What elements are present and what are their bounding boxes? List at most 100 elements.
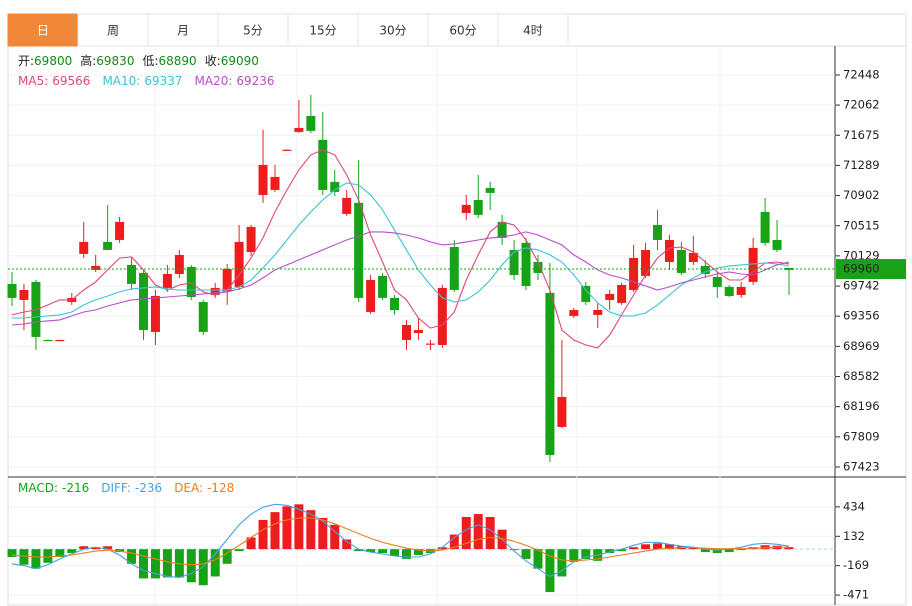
tab[interactable]: 5分 bbox=[217, 13, 289, 47]
candle-body bbox=[509, 249, 519, 275]
tab[interactable]: 60分 bbox=[427, 13, 499, 47]
macd-bar bbox=[605, 549, 615, 554]
candle-body bbox=[605, 293, 615, 300]
ma-legend-name: MA10: bbox=[102, 74, 140, 88]
candle-body bbox=[150, 295, 160, 332]
candle-body bbox=[162, 273, 172, 288]
tab-bg[interactable] bbox=[7, 13, 79, 47]
last-price-label: 69960 bbox=[843, 262, 880, 276]
y-tick-label: 132 bbox=[843, 529, 865, 543]
macd-bar bbox=[712, 549, 722, 554]
candle-body bbox=[366, 279, 376, 312]
macd-bar bbox=[641, 544, 651, 550]
ma-legend-value: 69566 bbox=[52, 74, 90, 88]
candle-body bbox=[641, 249, 651, 276]
macd-bar bbox=[67, 549, 77, 554]
candle-body bbox=[306, 115, 316, 131]
candle-body bbox=[222, 268, 232, 291]
y-tick-label: -169 bbox=[843, 558, 869, 572]
macd-legend: MACD: -216 DIFF: -236 DEA: -128 bbox=[18, 481, 234, 495]
tab-label[interactable]: 5分 bbox=[243, 24, 263, 38]
candle-body bbox=[7, 283, 17, 298]
macd-bar bbox=[461, 516, 471, 550]
candle-body bbox=[593, 310, 603, 315]
tab-bg[interactable] bbox=[357, 13, 429, 47]
macd-bar bbox=[449, 534, 459, 550]
macd-bar bbox=[79, 546, 89, 550]
tab[interactable]: 月 bbox=[147, 13, 219, 47]
macd-bar bbox=[294, 504, 304, 550]
tab-label[interactable]: 日 bbox=[37, 24, 49, 38]
y-tick-label: 69742 bbox=[843, 279, 880, 293]
tab[interactable]: 周 bbox=[77, 13, 149, 47]
macd-bar bbox=[700, 549, 710, 553]
candle-body bbox=[712, 276, 722, 287]
y-tick-label: -471 bbox=[843, 588, 869, 602]
candle-body bbox=[79, 241, 89, 254]
candle-body bbox=[688, 252, 698, 262]
candle-body bbox=[246, 226, 256, 252]
macd-bar bbox=[378, 549, 388, 554]
ohlc-value: 68890 bbox=[159, 54, 197, 68]
candle-body bbox=[664, 239, 674, 262]
macd-bar bbox=[246, 537, 256, 550]
diff-line bbox=[11, 503, 790, 578]
macd-legend-value: -236 bbox=[135, 481, 162, 495]
macd-bar bbox=[784, 547, 794, 550]
tab[interactable]: 日 bbox=[7, 13, 79, 47]
candle-body bbox=[425, 343, 435, 345]
candle-body bbox=[258, 164, 268, 195]
ohlc-label: 低: bbox=[142, 54, 158, 68]
y-tick-label: 72448 bbox=[843, 67, 880, 81]
y-tick-label: 72062 bbox=[843, 98, 880, 112]
y-tick-label: 68196 bbox=[843, 399, 880, 413]
macd-bar bbox=[330, 524, 340, 550]
tab-label[interactable]: 30分 bbox=[379, 24, 406, 38]
macd-bar bbox=[7, 549, 17, 557]
y-tick-label: 67423 bbox=[843, 459, 880, 473]
tab-label[interactable]: 15分 bbox=[309, 24, 336, 38]
macd-bar bbox=[43, 549, 53, 563]
macd-bar bbox=[318, 517, 328, 550]
candle-body bbox=[186, 266, 196, 297]
candle-body bbox=[282, 149, 292, 151]
macd-bar bbox=[390, 549, 400, 556]
macd-bar bbox=[19, 549, 29, 565]
ohlc-label: 高: bbox=[80, 53, 96, 68]
candle-body bbox=[330, 181, 340, 192]
tab-bg[interactable] bbox=[217, 13, 289, 47]
y-tick-label: 69356 bbox=[843, 309, 880, 323]
tab[interactable]: 4时 bbox=[497, 13, 569, 47]
ohlc-header: 开:69800 高:69830 低:68890 收:69090 bbox=[18, 53, 259, 68]
macd-bar bbox=[150, 549, 160, 579]
macd-bar bbox=[282, 506, 292, 550]
tab-label[interactable]: 60分 bbox=[449, 24, 476, 38]
tab[interactable]: 15分 bbox=[287, 13, 359, 47]
y-tick-label: 434 bbox=[843, 499, 865, 513]
tab-bg[interactable] bbox=[497, 13, 569, 47]
tab-bg[interactable] bbox=[77, 13, 149, 47]
ohlc-value: 69800 bbox=[34, 54, 72, 68]
candle-body bbox=[676, 249, 686, 273]
macd-bar bbox=[653, 543, 663, 550]
tab-label[interactable]: 周 bbox=[107, 24, 119, 38]
candle-body bbox=[545, 292, 555, 455]
candle-body bbox=[437, 287, 447, 345]
macd-legend-name: DEA: bbox=[174, 481, 203, 495]
ma-legend-name: MA20: bbox=[195, 74, 233, 88]
macd-bar bbox=[533, 549, 543, 569]
candle-body bbox=[115, 221, 125, 240]
macd-bar bbox=[401, 549, 411, 559]
tab-label[interactable]: 月 bbox=[177, 24, 189, 38]
candle-body bbox=[210, 287, 220, 295]
y-tick-label: 70129 bbox=[843, 248, 880, 262]
macd-bar bbox=[545, 549, 555, 593]
macd-bar bbox=[413, 549, 423, 556]
macd-bar bbox=[234, 549, 244, 552]
candle-body bbox=[413, 329, 423, 333]
macd-bar bbox=[366, 549, 376, 553]
tab-label[interactable]: 4时 bbox=[523, 24, 543, 38]
tab[interactable]: 30分 bbox=[357, 13, 429, 47]
